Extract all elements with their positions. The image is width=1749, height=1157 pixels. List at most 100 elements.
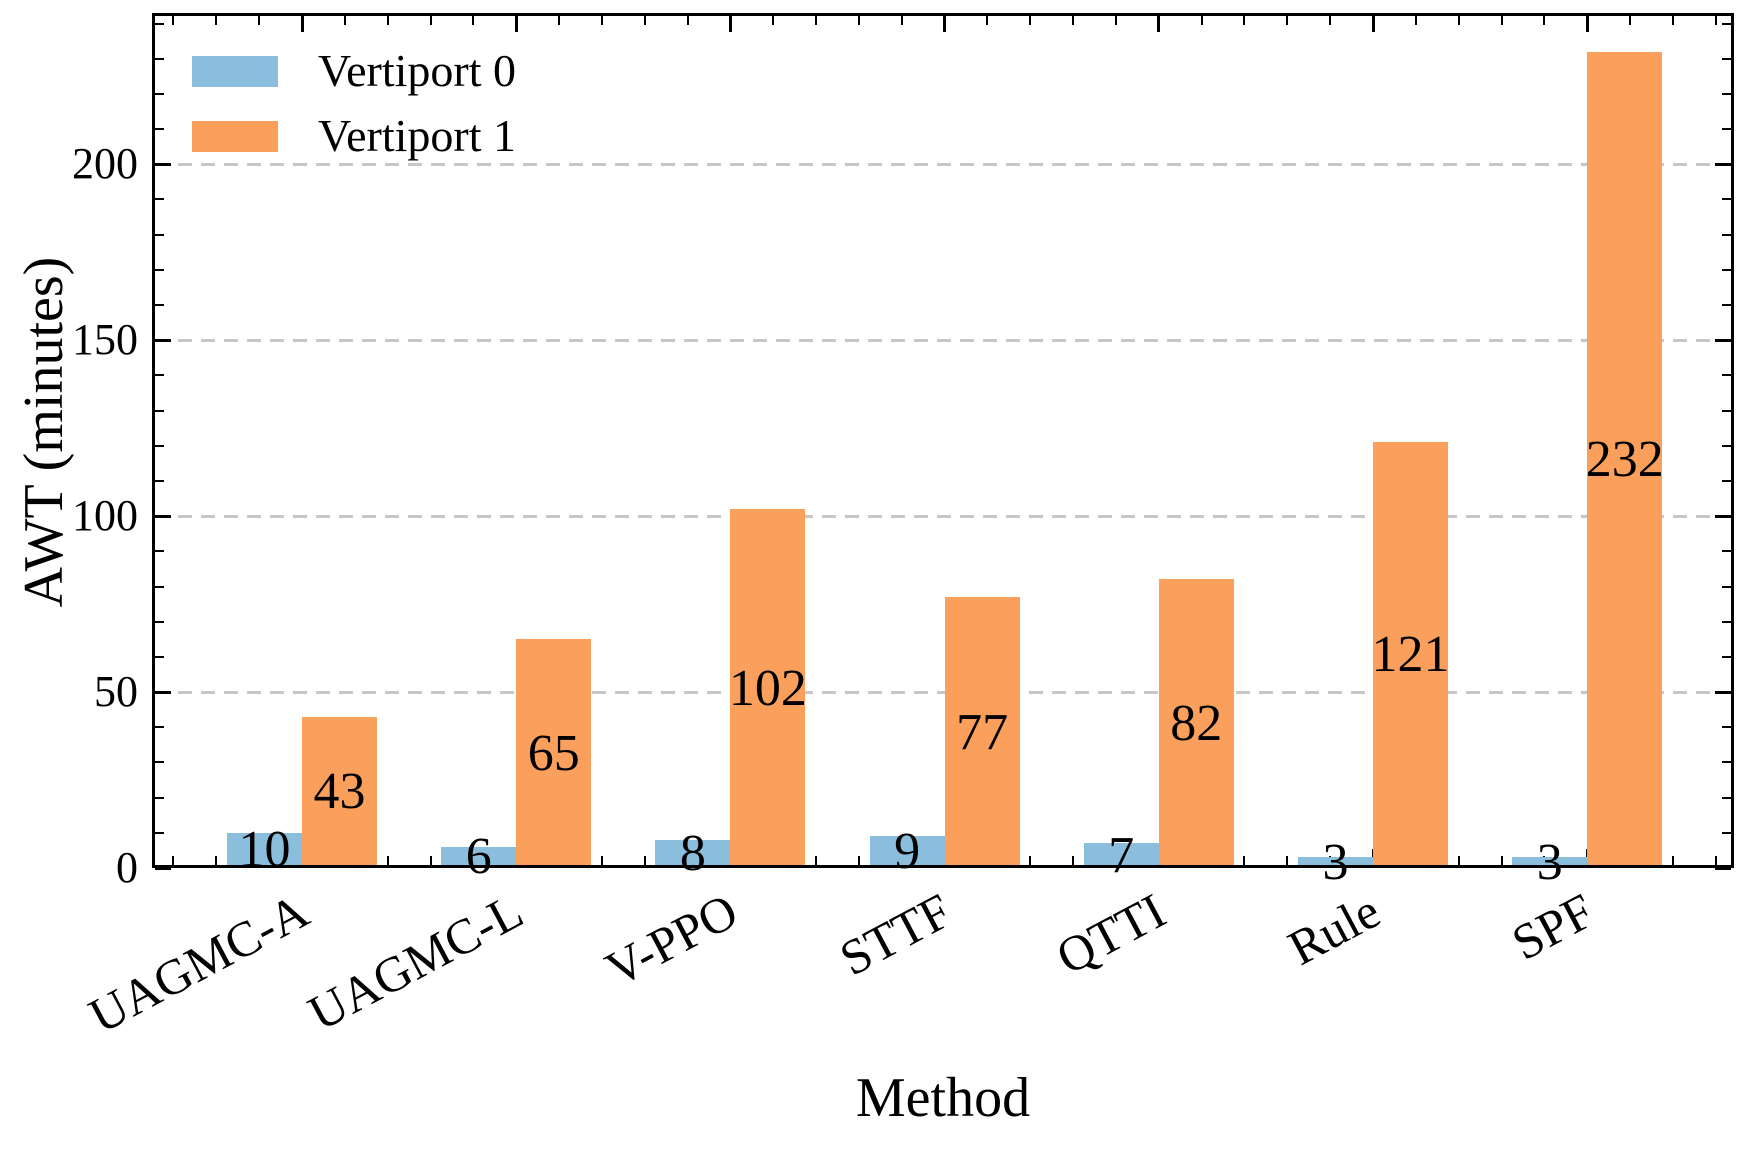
bar-vertiport-1-STTF — [944, 597, 1020, 866]
x-minor-tick-top-27 — [1457, 16, 1460, 25]
x-tick-label-UAGMC-A: UAGMC-A — [80, 882, 318, 1044]
x-major-tick-top-25 — [1371, 16, 1375, 32]
bar-vertiport-1-SPF — [1587, 51, 1663, 866]
y-tick-label-200: 200 — [72, 139, 138, 189]
x-minor-tick-top--3 — [172, 16, 175, 25]
y-tick-label-0: 0 — [116, 843, 138, 892]
gridline-y-100 — [155, 515, 1731, 519]
bar-value-label: 10 — [238, 821, 291, 879]
x-minor-tick-22 — [1243, 856, 1246, 865]
y-minor-tick-90 — [155, 550, 164, 553]
bar-vertiport-1-UAGMC-A — [302, 716, 377, 866]
x-minor-tick-top-19 — [1114, 16, 1117, 25]
bar-vertiport-0-UAGMC-A — [227, 832, 302, 866]
bar-value-label: 7 — [1108, 826, 1135, 884]
x-minor-tick-top-26 — [1414, 16, 1417, 25]
x-minor-tick-top-32 — [1671, 16, 1674, 25]
x-tick-label-SPF: SPF — [1502, 882, 1603, 971]
bar-value-label: 121 — [1371, 626, 1450, 684]
y-tick-label-100: 100 — [72, 491, 138, 541]
gridline-y-150 — [155, 339, 1731, 343]
x-minor-tick-3 — [429, 856, 432, 865]
legend-label-vertiport-0: Vertiport 0 — [318, 45, 517, 96]
bar-vertiport-1-UAGMC-L — [516, 639, 592, 866]
y-major-tick-0 — [155, 866, 171, 870]
bar-value-label: 3 — [1536, 833, 1563, 891]
y-minor-tick-right-10 — [1722, 831, 1731, 834]
legend-entry-vertiport-1: Vertiport 1 — [192, 113, 516, 159]
bar-value-label: 65 — [527, 724, 580, 782]
x-tick-label-Rule: Rule — [1278, 882, 1389, 977]
x-tick-label-STTF: STTF — [830, 882, 960, 987]
y-minor-tick-right-40 — [1722, 726, 1731, 729]
y-minor-tick-right-130 — [1722, 409, 1731, 412]
y-minor-tick-20 — [155, 796, 164, 799]
x-minor-tick-top-1 — [343, 16, 346, 25]
x-minor-tick-top-22 — [1243, 16, 1246, 25]
y-tick-label-150: 150 — [72, 315, 138, 365]
x-axis-title: Method — [855, 1067, 1031, 1129]
y-major-tick-150 — [155, 338, 171, 342]
y-minor-tick-210 — [155, 128, 164, 131]
y-minor-tick-right-140 — [1722, 374, 1731, 377]
y-minor-tick-right-80 — [1722, 585, 1731, 588]
y-major-tick-right-100 — [1715, 514, 1731, 518]
x-minor-tick-top-23 — [1286, 16, 1289, 25]
x-major-tick-top-0 — [300, 16, 304, 32]
y-minor-tick-30 — [155, 761, 164, 764]
x-minor-tick--2 — [215, 856, 218, 865]
x-minor-tick-top-14 — [900, 16, 903, 25]
y-minor-tick-right-30 — [1722, 761, 1731, 764]
y-major-tick-right-150 — [1715, 338, 1731, 342]
x-minor-tick-top-7 — [600, 16, 603, 25]
x-minor-tick-top-3 — [429, 16, 432, 25]
bar-value-label: 77 — [956, 703, 1009, 761]
y-minor-tick-right-180 — [1722, 233, 1731, 236]
bar-vertiport-0-Rule — [1298, 857, 1373, 866]
x-minor-tick-top-16 — [986, 16, 989, 25]
bar-vertiport-0-SPF — [1512, 857, 1588, 866]
y-minor-tick-240 — [155, 22, 164, 25]
y-minor-tick-230 — [155, 57, 164, 60]
bar-value-label: 82 — [1170, 694, 1223, 752]
x-minor-tick-33 — [1714, 856, 1717, 865]
y-minor-tick-right-20 — [1722, 796, 1731, 799]
bar-vertiport-0-V-PPO — [655, 839, 731, 866]
bar-vertiport-1-QTTI — [1158, 579, 1234, 866]
y-minor-tick-110 — [155, 479, 164, 482]
y-major-tick-right-0 — [1715, 866, 1731, 870]
x-minor-tick-27 — [1457, 856, 1460, 865]
bar-value-label: 9 — [894, 823, 921, 881]
bar-vertiport-0-UAGMC-L — [441, 846, 517, 866]
x-minor-tick-top-21 — [1200, 16, 1203, 25]
x-minor-tick-top-24 — [1329, 16, 1332, 25]
x-minor-tick-top-9 — [686, 16, 689, 25]
x-minor-tick-23 — [1286, 856, 1289, 865]
bar-vertiport-1-V-PPO — [730, 509, 806, 866]
x-minor-tick-top-29 — [1543, 16, 1546, 25]
bar-vertiport-1-Rule — [1373, 442, 1448, 866]
y-major-tick-200 — [155, 162, 171, 166]
bar-vertiport-0-STTF — [869, 836, 945, 866]
y-major-tick-50 — [155, 690, 171, 694]
y-tick-label-50: 50 — [94, 667, 138, 717]
bar-value-label: 232 — [1585, 430, 1664, 488]
x-minor-tick-top-11 — [772, 16, 775, 25]
y-minor-tick-right-170 — [1722, 268, 1731, 271]
x-minor-tick-32 — [1671, 856, 1674, 865]
x-minor-tick--3 — [172, 856, 175, 865]
y-minor-tick-right-230 — [1722, 57, 1731, 60]
y-minor-tick-40 — [155, 726, 164, 729]
y-minor-tick-170 — [155, 268, 164, 271]
x-minor-tick-top-33 — [1714, 16, 1717, 25]
bar-vertiport-0-QTTI — [1083, 843, 1159, 866]
x-minor-tick-top-31 — [1629, 16, 1632, 25]
y-minor-tick-right-110 — [1722, 479, 1731, 482]
x-major-tick-top-5 — [514, 16, 518, 32]
y-minor-tick-right-210 — [1722, 128, 1731, 131]
x-minor-tick-top--2 — [215, 16, 218, 25]
bar-value-label: 102 — [728, 659, 807, 717]
bar-value-label: 3 — [1322, 833, 1349, 891]
